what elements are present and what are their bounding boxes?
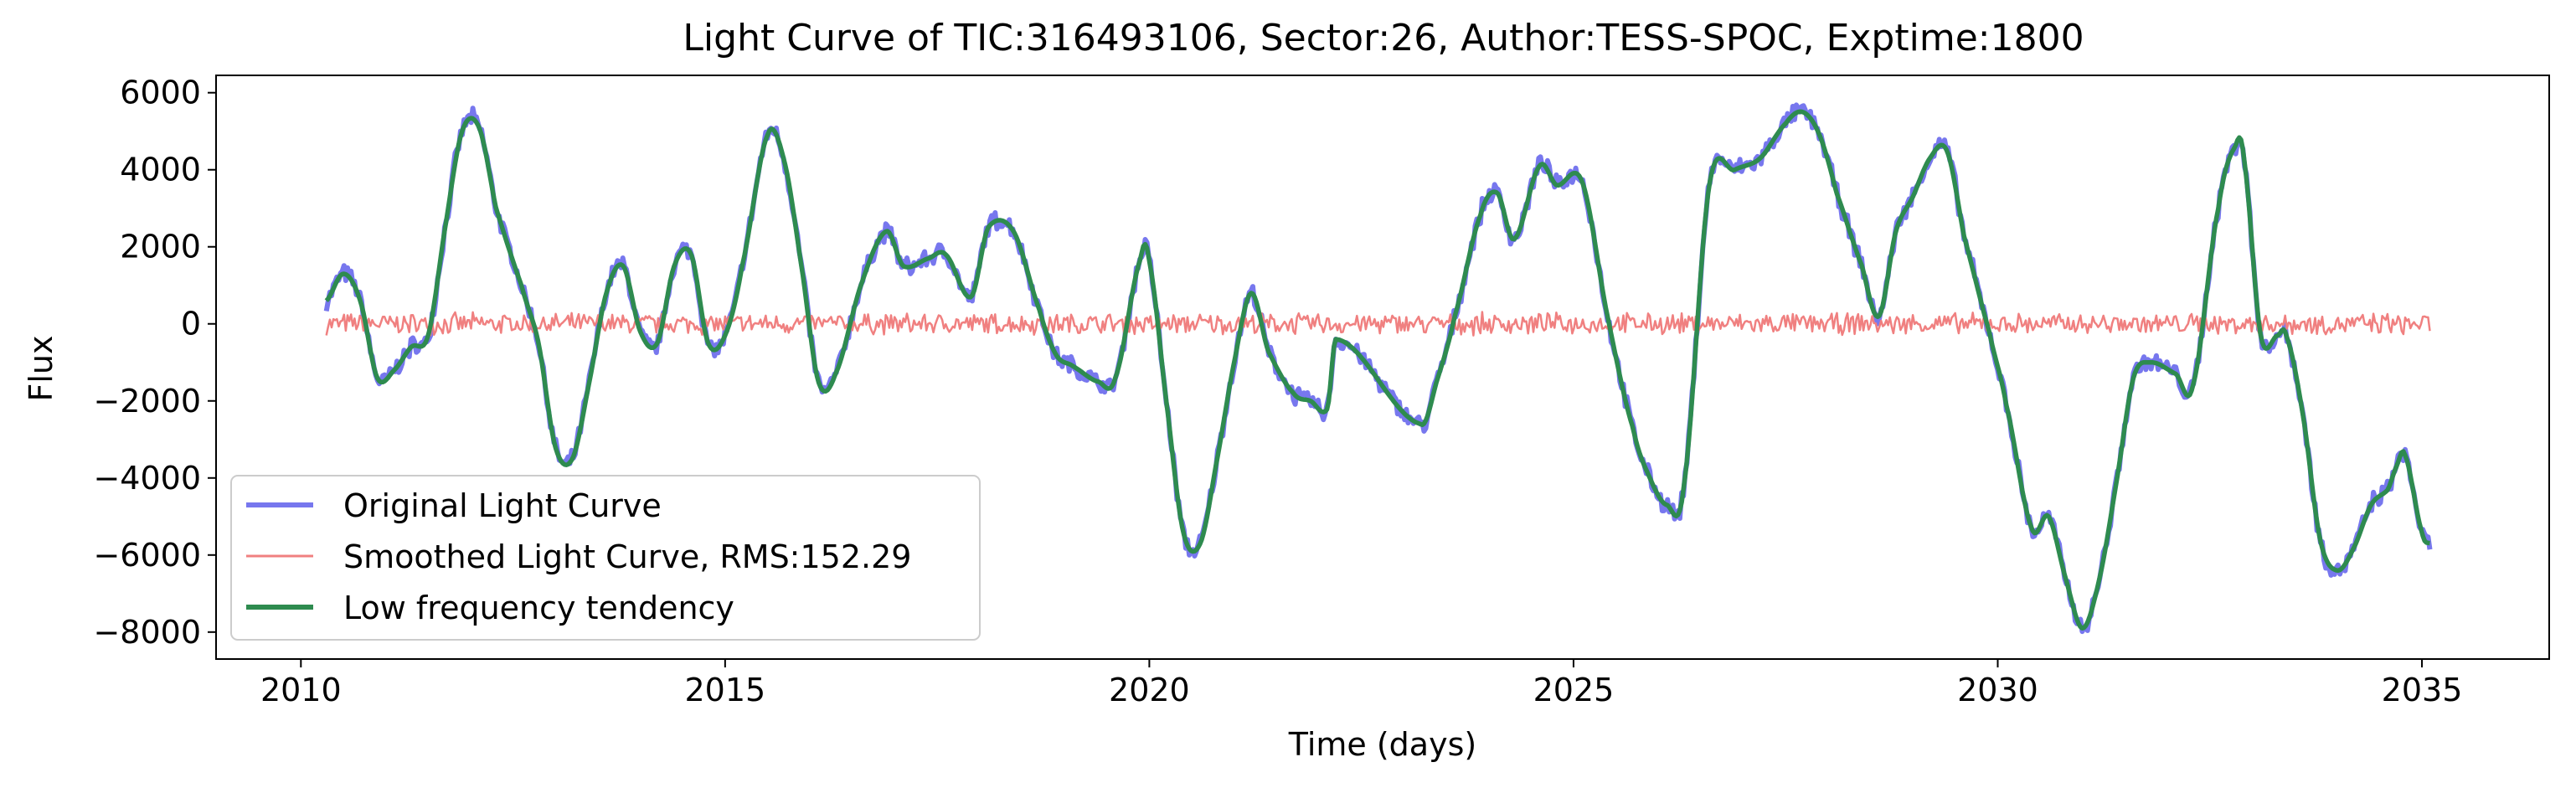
legend-label-low-frequency: Low frequency tendency [343,590,734,626]
x-tick-label: 2020 [1109,672,1190,708]
y-tick-label: −2000 [93,383,201,420]
chart-title: Light Curve of TIC:316493106, Sector:26,… [683,17,2084,59]
y-tick-label: −4000 [93,460,201,497]
legend-label-smoothed: Smoothed Light Curve, RMS:152.29 [343,538,911,575]
series-layer [323,102,2433,635]
plot-area [323,102,2433,635]
x-tick-label: 2010 [260,672,342,708]
y-tick-label: 2000 [120,229,201,265]
x-tick-label: 2035 [2382,672,2463,708]
series-smoothed-light-curve [325,311,2431,337]
y-tick-label: 6000 [120,75,201,111]
y-tick-label: 0 [181,306,201,342]
x-tick-label: 2025 [1533,672,1615,708]
x-tick-label: 2030 [1957,672,2038,708]
legend-label-original: Original Light Curve [343,487,662,524]
series-low-frequency-tendency [324,109,2431,631]
x-axis: 2010 2015 2020 2025 2030 2035 [260,659,2462,708]
x-tick-label: 2015 [684,672,765,708]
legend-box [230,475,981,641]
y-axis: −8000 −6000 −4000 −2000 0 2000 4000 6000 [93,75,216,651]
plot-frame [215,75,2550,660]
legend: Original Light Curve Smoothed Light Curv… [230,475,981,641]
y-tick-label: 4000 [120,152,201,188]
y-axis-label: Flux [23,336,59,402]
x-axis-label: Time (days) [1288,726,1476,763]
y-tick-label: −6000 [93,537,201,574]
y-tick-label: −8000 [93,614,201,651]
